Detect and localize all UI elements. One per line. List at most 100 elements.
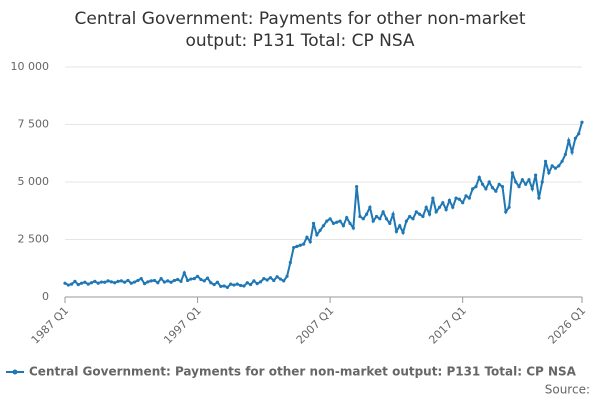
y-tick-label: 2 500 bbox=[18, 233, 50, 246]
point bbox=[471, 187, 475, 191]
point bbox=[474, 185, 478, 189]
point bbox=[490, 186, 495, 190]
point bbox=[79, 281, 84, 285]
point bbox=[371, 219, 375, 223]
point bbox=[461, 201, 465, 205]
point bbox=[295, 244, 299, 248]
point bbox=[222, 284, 226, 288]
point bbox=[318, 228, 322, 232]
point bbox=[338, 219, 342, 223]
point bbox=[268, 276, 273, 280]
point bbox=[447, 198, 452, 202]
point bbox=[116, 279, 120, 283]
point bbox=[577, 132, 581, 136]
point bbox=[205, 276, 210, 280]
point bbox=[424, 205, 428, 209]
point bbox=[570, 150, 574, 154]
point bbox=[504, 210, 508, 214]
point bbox=[361, 217, 365, 221]
point bbox=[557, 164, 561, 168]
source: Source: bbox=[545, 383, 590, 397]
point bbox=[146, 280, 150, 284]
point bbox=[527, 178, 531, 182]
point bbox=[454, 196, 458, 200]
point bbox=[315, 233, 319, 237]
point bbox=[252, 279, 256, 283]
point bbox=[192, 277, 196, 281]
point bbox=[182, 271, 186, 275]
point bbox=[374, 214, 379, 219]
point bbox=[202, 279, 206, 283]
point bbox=[126, 278, 130, 283]
x-tick-label: 2017 Q1 bbox=[426, 304, 469, 347]
point bbox=[421, 214, 425, 219]
point bbox=[384, 217, 389, 221]
point bbox=[534, 173, 538, 177]
point bbox=[298, 243, 302, 247]
point bbox=[414, 210, 418, 214]
point bbox=[427, 212, 432, 216]
point bbox=[401, 231, 405, 235]
point bbox=[162, 280, 167, 284]
point bbox=[89, 281, 94, 285]
point bbox=[437, 205, 442, 209]
point bbox=[255, 282, 259, 286]
point bbox=[540, 180, 544, 184]
point bbox=[166, 279, 170, 283]
point bbox=[83, 280, 87, 284]
point bbox=[245, 281, 249, 285]
point bbox=[321, 224, 326, 228]
point bbox=[139, 277, 143, 281]
point bbox=[152, 278, 157, 283]
point bbox=[434, 210, 438, 214]
point bbox=[441, 201, 445, 205]
x-tick-label: 1987 Q1 bbox=[29, 304, 72, 347]
point bbox=[172, 278, 176, 283]
point bbox=[368, 205, 372, 209]
point bbox=[176, 277, 180, 282]
point bbox=[311, 221, 316, 225]
point bbox=[109, 280, 113, 284]
point bbox=[418, 212, 422, 216]
point bbox=[156, 281, 160, 285]
point bbox=[530, 187, 534, 191]
point bbox=[580, 120, 584, 124]
point bbox=[199, 277, 203, 282]
point bbox=[355, 185, 359, 189]
point bbox=[66, 283, 70, 287]
point bbox=[388, 221, 392, 225]
point bbox=[411, 217, 415, 221]
point bbox=[514, 180, 518, 184]
point bbox=[63, 281, 67, 285]
point bbox=[563, 152, 568, 156]
point bbox=[225, 285, 229, 289]
point bbox=[500, 185, 505, 189]
point bbox=[119, 279, 123, 283]
point bbox=[328, 217, 332, 221]
point bbox=[232, 283, 236, 287]
point bbox=[537, 196, 541, 200]
point bbox=[103, 280, 107, 284]
point bbox=[394, 229, 399, 234]
y-tick-label: 10 000 bbox=[11, 60, 50, 73]
point bbox=[179, 279, 183, 283]
point bbox=[209, 281, 213, 285]
point bbox=[398, 224, 402, 228]
y-tick-label: 5 000 bbox=[18, 175, 50, 188]
point bbox=[99, 280, 104, 284]
y-tick-label: 7 500 bbox=[18, 118, 50, 131]
point bbox=[560, 159, 564, 163]
point bbox=[431, 196, 435, 200]
point bbox=[524, 182, 528, 186]
point bbox=[477, 175, 481, 179]
point bbox=[76, 282, 80, 287]
x-tick-label: 2007 Q1 bbox=[294, 304, 337, 347]
legend-symbol-dot bbox=[12, 369, 18, 375]
point bbox=[351, 226, 355, 230]
point bbox=[123, 280, 127, 284]
point bbox=[229, 282, 233, 286]
point bbox=[451, 205, 455, 209]
point bbox=[484, 187, 488, 191]
point bbox=[408, 214, 412, 219]
